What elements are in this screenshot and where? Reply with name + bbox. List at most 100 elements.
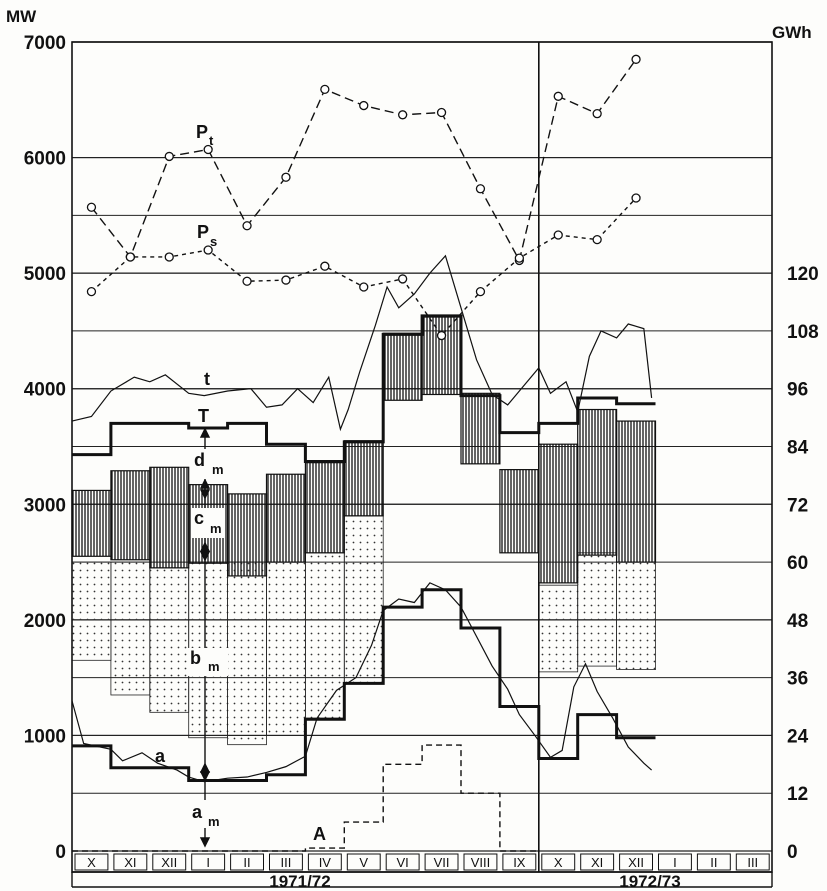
right-tick-label: 108	[787, 322, 819, 343]
label-T: T	[198, 406, 209, 426]
pt-marker	[553, 91, 563, 101]
label-ps: P s	[197, 222, 217, 249]
month-cell	[152, 853, 187, 871]
label-cm: c m	[192, 508, 224, 538]
month-cell	[658, 853, 692, 871]
right-tick-label: 60	[787, 553, 808, 574]
pt-marker	[475, 184, 486, 194]
ps-marker	[397, 274, 408, 284]
dotted-band	[616, 561, 656, 670]
month-label: I	[673, 855, 677, 870]
series-A-step	[72, 744, 539, 852]
hatched-band	[460, 392, 501, 465]
label-A: A	[313, 824, 326, 844]
hatched-band	[304, 462, 345, 554]
month-cell	[346, 853, 381, 871]
svg-text:P: P	[197, 222, 209, 242]
pt-marker	[164, 151, 174, 162]
dotted-band	[71, 561, 112, 661]
dotted-band	[149, 567, 190, 713]
svg-text:m: m	[208, 814, 220, 829]
pt-marker	[592, 109, 602, 119]
ps-marker	[86, 286, 97, 297]
ps-marker	[164, 252, 174, 262]
pt-marker	[86, 202, 97, 212]
pt-marker	[203, 144, 213, 155]
shaded-areas	[71, 316, 657, 746]
pt-marker	[436, 107, 447, 118]
right-axis-unit: GWh	[772, 23, 812, 42]
ps-marker	[281, 275, 291, 285]
right-tick-label: 0	[787, 842, 798, 863]
month-label: XI	[591, 855, 603, 870]
month-label: XII	[161, 855, 177, 870]
month-cell	[541, 853, 576, 871]
month-label: VII	[434, 855, 450, 870]
month-label: II	[243, 855, 250, 870]
label-bm: b m	[188, 648, 228, 676]
month-label: X	[87, 855, 96, 870]
hatched-band	[343, 440, 384, 517]
dotted-band	[304, 552, 345, 719]
month-label: IX	[513, 855, 526, 870]
hatched-band	[499, 469, 540, 554]
label-t: t	[204, 369, 210, 389]
month-label: X	[554, 855, 563, 870]
right-tick-label: 12	[787, 784, 808, 805]
month-cell	[307, 853, 342, 871]
series-T-step	[72, 314, 656, 464]
ps-marker	[125, 252, 136, 262]
left-tick-label: 4000	[24, 380, 66, 401]
svg-text:d: d	[194, 450, 205, 470]
dotted-band	[538, 584, 579, 673]
hatched-band	[577, 408, 618, 556]
hatched-band	[110, 470, 151, 561]
series-a-curve	[71, 582, 653, 783]
pt-marker	[631, 54, 641, 64]
ps-marker	[475, 286, 486, 297]
svg-text:P: P	[196, 122, 208, 142]
month-cell	[696, 853, 731, 871]
ps-marker	[242, 276, 252, 286]
frame	[71, 41, 773, 888]
dotted-band	[110, 561, 151, 696]
month-cell	[230, 853, 265, 871]
ps-marker	[631, 193, 641, 203]
pt-marker	[359, 100, 369, 111]
left-tick-label: 5000	[24, 264, 66, 285]
month-label: V	[359, 855, 368, 870]
month-cell	[269, 853, 303, 871]
left-tick-label: 7000	[24, 33, 66, 54]
svg-text:c: c	[194, 508, 204, 528]
left-tick-label: 0	[55, 842, 66, 863]
ps-marker	[592, 234, 602, 245]
hatched-band	[538, 443, 579, 584]
horizontal-gridlines	[72, 41, 772, 852]
month-row: X XI XII I II III IV V VI VII VIII IX X XI XII I II III	[74, 853, 770, 871]
pt-marker	[281, 172, 291, 182]
left-axis-ticks: 7000 6000 5000 4000 3000 2000 1000 0	[24, 33, 66, 863]
ps-marker	[320, 261, 330, 271]
dotted-band	[577, 552, 618, 667]
month-cell	[463, 853, 498, 871]
month-cell	[74, 853, 109, 871]
year-label-1972-73: 1972/73	[619, 872, 680, 891]
hatched-band	[227, 493, 268, 577]
month-label: I	[206, 855, 210, 870]
month-label: II	[710, 855, 717, 870]
month-cell	[502, 853, 537, 871]
right-tick-label: 84	[787, 438, 809, 459]
label-dm: d m	[192, 449, 224, 479]
pt-marker	[320, 84, 330, 95]
dotted-band	[266, 561, 306, 736]
dotted-band	[227, 561, 267, 746]
left-tick-label: 6000	[24, 149, 66, 170]
svg-text:m: m	[208, 659, 220, 674]
dotted-band	[343, 515, 384, 684]
pt-marker	[397, 110, 408, 120]
right-tick-label: 120	[787, 264, 819, 285]
label-pt: P t	[196, 122, 214, 148]
ps-marker	[436, 330, 447, 341]
